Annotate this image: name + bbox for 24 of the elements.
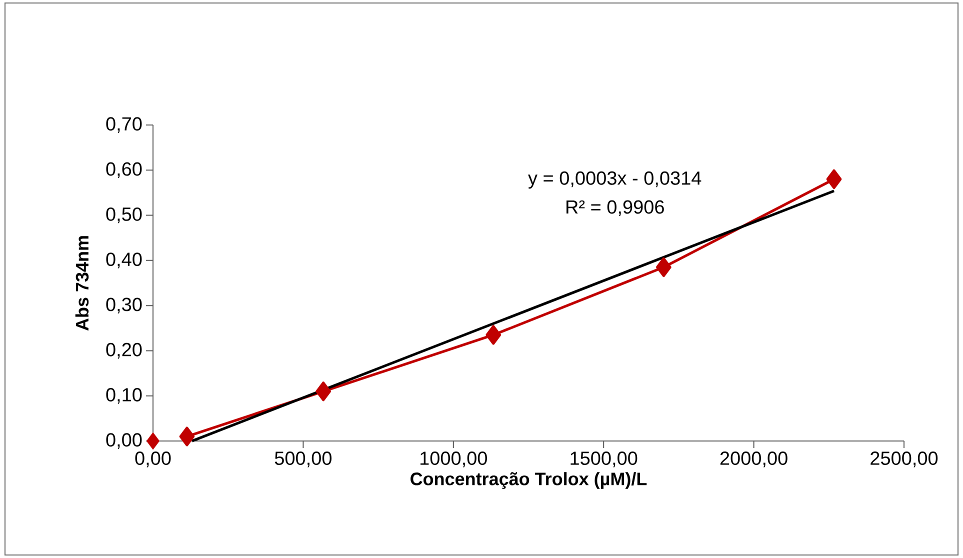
annotation: R² = 0,9906: [566, 200, 664, 216]
x-tick-label: 0,00: [135, 452, 171, 468]
point: [146, 432, 160, 450]
point: [316, 382, 332, 402]
point: [656, 257, 672, 278]
x-tick-label: 500,00: [274, 452, 332, 468]
x-tick-label: 2500,00: [870, 452, 938, 468]
y-tick-label: 0,20: [106, 342, 142, 359]
y-tick-label: 0,40: [106, 252, 142, 268]
y-axis-title: Abs 734nm: [75, 236, 89, 331]
x-tick-label: 2000,00: [720, 452, 788, 468]
y-tick-label: 0,50: [106, 207, 142, 224]
annotation: y = 0,0003x - 0,0314: [528, 171, 702, 189]
x-axis-title: Concentração Trolox (µM)/L: [410, 472, 647, 489]
point: [179, 426, 195, 446]
y-tick-label: 0,70: [106, 117, 142, 133]
x-tick-label: 1000,00: [420, 452, 487, 468]
point: [826, 169, 842, 189]
y-tick-label: 0,60: [106, 162, 142, 178]
y-tick-label: 0,30: [106, 298, 142, 314]
y-tick-label: 0,00: [106, 433, 142, 449]
point: [486, 325, 502, 345]
y-tick-label: 0,10: [106, 388, 142, 404]
x-tick-label: 1500,00: [570, 452, 638, 468]
